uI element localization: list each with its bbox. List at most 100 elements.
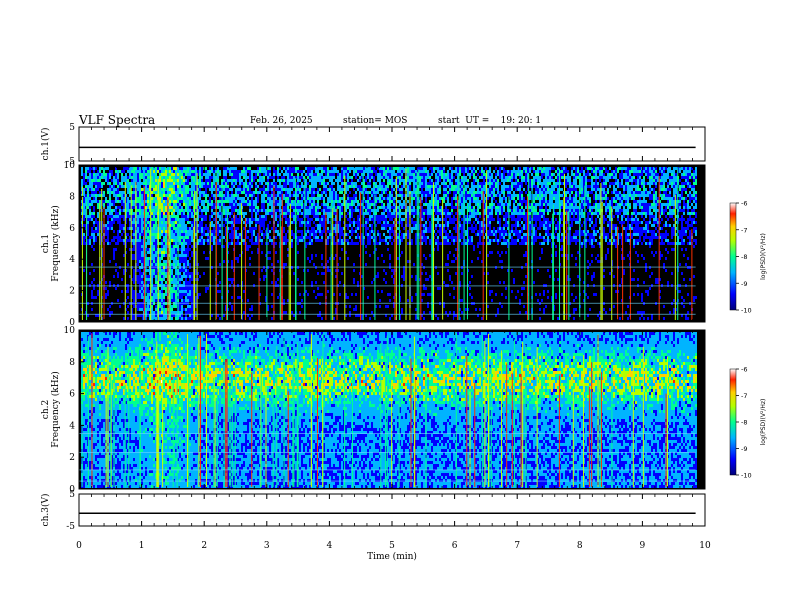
spectrogram-cell xyxy=(335,197,337,200)
spectrogram-cell xyxy=(353,185,355,188)
spectrogram-cell xyxy=(379,188,381,191)
spectrogram-cell xyxy=(137,197,139,200)
spectrogram-cell xyxy=(201,212,203,215)
spectrogram-cell xyxy=(153,242,155,245)
spectrogram-cell xyxy=(327,203,329,206)
spectrogram-cell xyxy=(159,299,161,302)
spectrogram-cell xyxy=(337,197,339,200)
spectrogram-cell xyxy=(179,293,181,296)
spectrogram-cell xyxy=(211,188,213,191)
spectrogram-cell xyxy=(269,236,271,239)
spectrogram-cell xyxy=(155,287,157,290)
spectrogram-cell xyxy=(161,188,163,191)
spectrogram-cell xyxy=(349,215,351,218)
spectrogram-cell xyxy=(349,311,351,314)
spectrogram-cell xyxy=(123,242,125,245)
spectrogram-cell xyxy=(93,200,95,203)
spectrogram-cell xyxy=(107,191,109,194)
spectrogram-cell xyxy=(151,287,153,290)
spectrogram-cell xyxy=(181,275,183,278)
spectrogram-cell xyxy=(189,236,191,239)
spectrogram-cell xyxy=(159,248,161,251)
spectrogram-cell xyxy=(175,266,177,269)
spectrogram-cell xyxy=(323,218,325,221)
spectrogram-cell xyxy=(91,233,93,236)
spectrogram-cell xyxy=(365,263,367,266)
spectrogram-cell xyxy=(367,239,369,242)
spectrogram-cell xyxy=(151,263,153,266)
spectrogram-cell xyxy=(283,239,285,242)
spectrogram-cell xyxy=(253,194,255,197)
spectrogram-cell xyxy=(333,236,335,239)
spectrogram-cell xyxy=(133,176,135,179)
spectrogram-cell xyxy=(379,170,381,173)
spectrogram-cell xyxy=(249,191,251,194)
spectrogram-cell xyxy=(271,182,273,185)
spectrogram-cell xyxy=(153,284,155,287)
spectrogram-cell xyxy=(249,224,251,227)
spectrogram-cell xyxy=(175,275,177,278)
spectrogram-cell xyxy=(231,242,233,245)
spectrogram-cell xyxy=(97,170,99,173)
spectrogram-cell xyxy=(175,296,177,299)
spectrogram-cell xyxy=(167,185,169,188)
spectrogram-cell xyxy=(283,173,285,176)
spectrogram-cell xyxy=(331,173,333,176)
spectrogram-cell xyxy=(333,194,335,197)
spectrogram-cell xyxy=(317,212,319,215)
spectrogram-cell xyxy=(87,179,89,182)
spectrogram-cell xyxy=(315,206,317,209)
spectrogram-cell xyxy=(185,197,187,200)
spectrogram-cell xyxy=(93,188,95,191)
spectrogram-cell xyxy=(101,173,103,176)
spectrogram-cell xyxy=(229,170,231,173)
spectrogram-cell xyxy=(83,188,85,191)
spectrogram-cell xyxy=(337,176,339,179)
spectrogram-cell xyxy=(161,242,163,245)
spectrogram-cell xyxy=(109,227,111,230)
spectrogram-cell xyxy=(227,167,229,170)
spectrogram-cell xyxy=(155,248,157,251)
spectrogram-cell xyxy=(203,173,205,176)
spectrogram-cell xyxy=(133,212,135,215)
spectrogram-cell xyxy=(163,254,165,257)
spectrogram-cell xyxy=(113,194,115,197)
spectrogram-cell xyxy=(377,185,379,188)
spectrogram-cell xyxy=(187,212,189,215)
spectrogram-cell xyxy=(155,278,157,281)
spectrogram-cell xyxy=(139,185,141,188)
spectrogram-cell xyxy=(389,173,391,176)
spectrogram-cell xyxy=(349,305,351,308)
spectrogram-cell xyxy=(273,182,275,185)
spectrogram-cell xyxy=(139,209,141,212)
spectrogram-cell xyxy=(155,227,157,230)
spectrogram-cell xyxy=(185,179,187,182)
spectrogram-cell xyxy=(153,314,155,317)
spectrogram-cell xyxy=(245,176,247,179)
spectrogram-cell xyxy=(311,176,313,179)
spectrogram-cell xyxy=(279,203,281,206)
spectrogram-cell xyxy=(199,167,201,170)
spectrogram-cell xyxy=(371,170,373,173)
spectrogram-cell xyxy=(261,179,263,182)
spectrogram-cell xyxy=(377,167,379,170)
spectrogram-cell xyxy=(379,305,381,308)
spectrogram-cell xyxy=(109,305,111,308)
spectrogram-cell xyxy=(83,269,85,272)
spectrogram-cell xyxy=(97,227,99,230)
spectrogram-cell xyxy=(239,233,241,236)
spectrogram-cell xyxy=(247,314,249,317)
spectrogram-cell xyxy=(183,182,185,185)
spectrogram-cell xyxy=(155,305,157,308)
spectrogram-cell xyxy=(379,239,381,242)
spectrogram-cell xyxy=(183,230,185,233)
spectrogram-cell xyxy=(201,176,203,179)
spectrogram-cell xyxy=(157,170,159,173)
spectrogram-cell xyxy=(117,170,119,173)
spectrogram-cell xyxy=(379,185,381,188)
spectrogram-cell xyxy=(191,197,193,200)
spectrogram-cell xyxy=(315,170,317,173)
spectrogram-cell xyxy=(271,227,273,230)
spectrogram-cell xyxy=(267,206,269,209)
spectrogram-cell xyxy=(297,203,299,206)
